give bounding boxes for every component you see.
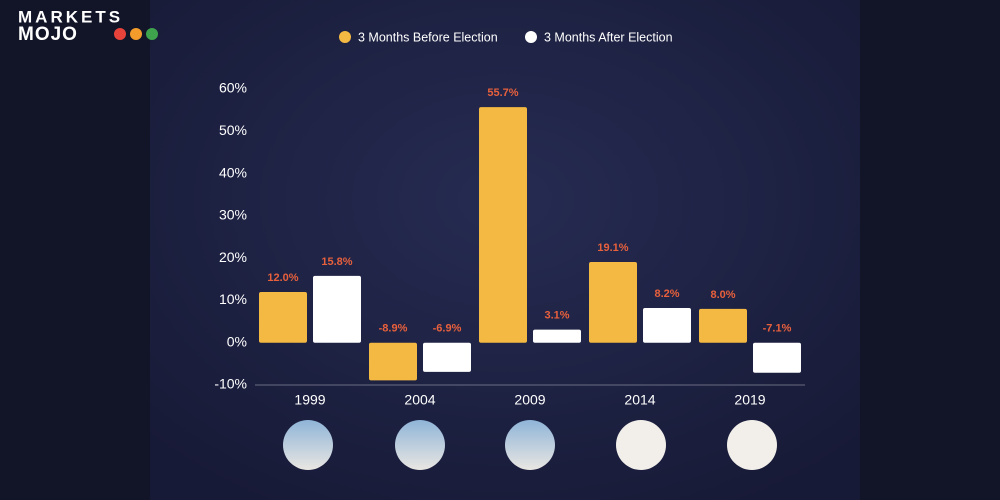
bar [589,261,637,343]
bar [313,275,361,343]
bar [423,342,471,372]
bar [643,308,691,343]
value-label: 12.0% [267,272,298,284]
brand-line1: MARKETS [18,7,123,26]
logo-dot [146,28,158,40]
y-tick-label: 60% [219,80,247,96]
y-tick-label: 0% [227,333,247,349]
y-tick-label: 10% [219,291,247,307]
value-label: -6.9% [433,323,462,335]
x-tick-label: 1999 [294,392,325,408]
portrait [616,420,666,470]
portrait [505,420,555,470]
value-label: 19.1% [597,242,628,254]
x-tick-label: 2009 [514,392,545,408]
x-tick-label: 2004 [404,392,435,408]
value-label: -7.1% [763,323,792,335]
x-tick-label: 2019 [734,392,765,408]
logo-dot [130,28,142,40]
portrait [727,420,777,470]
x-tick-label: 2014 [624,392,655,408]
value-label: 8.2% [654,288,679,300]
legend-label: 3 Months Before Election [358,30,498,44]
y-tick-label: -10% [214,376,247,392]
portrait [283,420,333,470]
y-tick-label: 40% [219,164,247,180]
legend-swatch [525,31,537,43]
bar [753,342,801,373]
value-label: 3.1% [544,310,569,322]
bar [699,308,747,343]
portraits [283,420,777,470]
value-label: 55.7% [487,87,518,99]
y-tick-label: 30% [219,207,247,223]
value-label: 15.8% [321,256,352,268]
bar [479,107,527,343]
value-label: -8.9% [379,323,408,335]
y-tick-label: 20% [219,249,247,265]
value-label: 8.0% [710,289,735,301]
legend-swatch [339,31,351,43]
legend-label: 3 Months After Election [544,30,673,44]
portrait [395,420,445,470]
bar [369,342,417,381]
bar [533,329,581,343]
logo-dot [114,28,126,40]
logo: MARKETS MOJO [18,7,158,45]
brand-line2: MOJO [18,24,78,45]
y-tick-label: 50% [219,122,247,138]
bar [259,291,307,343]
